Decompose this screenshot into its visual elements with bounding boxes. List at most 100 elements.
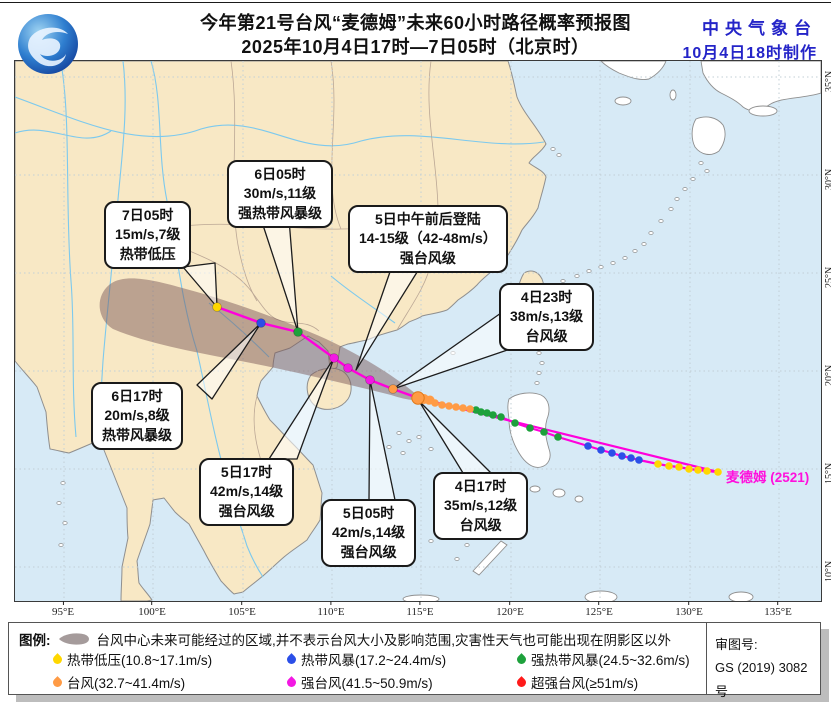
islet [610,261,616,265]
page-subtitle: 2025年10月4日17时—7日05时（北京时） [241,37,590,57]
islet [386,445,392,449]
map-review-number: 审图号: GS (2019) 3082号 [715,633,820,703]
longitude-label: 105°E [228,601,256,618]
shikoku-island [748,105,778,117]
callout-pointer-wedge [196,322,262,400]
observed-track-point [472,406,480,414]
observed-track-point [685,465,693,473]
callout-line: 14-15级（42-48m/s） [359,230,497,247]
legend-item: 强热带风暴(24.5~32.6m/s) [515,649,690,669]
islet [60,481,66,485]
legend-item-label: 台风(32.7~41.4m/s) [67,676,186,691]
observed-track-point [627,454,635,462]
legend-divider [706,623,707,694]
legend-category-icon [285,652,298,666]
sulawesi-tip [728,591,754,601]
forecast-track-point [293,327,303,337]
callout-line: 30m/s,11级 [243,185,317,202]
islet [556,153,562,157]
observed-track-point [497,413,505,421]
observed-track-point [511,419,519,427]
legend-title: 图例: [19,633,51,648]
callout-line: 热带低压 [119,245,176,262]
legend-item: 超强台风(≥51m/s) [515,672,639,692]
callout-line: 台风级 [525,327,568,344]
islet [690,177,696,181]
agency-name: 中央气象台 [702,19,817,38]
callout-line: 35m/s,12级 [444,497,518,514]
islet [428,539,434,543]
islet [668,207,674,211]
forecast-track-point [365,375,375,385]
observed-track-point [714,468,722,476]
forecast-track-point [256,318,266,328]
observed-track-point [452,403,460,411]
observed-track-point [618,452,626,460]
legend-category-icon [51,675,64,689]
observed-track-point [608,449,616,457]
islet [598,265,604,269]
observed-track-point [445,402,453,410]
islet [536,371,542,375]
callout-line: 强热带风暴级 [238,204,322,221]
honshu-island [700,61,821,112]
forecast-track-point [212,302,222,312]
islet [586,269,592,273]
longitude-label: 135°E [764,601,792,618]
map-area [14,60,822,602]
observed-track-point [635,456,643,464]
review-number: GS (2019) 3082号 [715,660,808,699]
islet [632,249,638,253]
forecast-map [15,61,821,601]
islet [550,147,556,151]
callout-pointers [182,218,520,501]
islet [539,361,545,365]
jeju-island [614,96,632,106]
forecast-callout: 7日05时 15m/s,7级 热带低压 [104,201,192,269]
islet [534,381,540,385]
legend-item-label: 强台风(41.5~50.9m/s) [301,676,433,691]
longitude-label: 95°E [52,601,74,618]
agency-produced-time: 10月4日18时制作 [682,45,817,62]
islet [416,435,422,439]
callout-line: 强台风级 [399,249,456,266]
islet [698,161,704,165]
agency-block: 中央气象台 10月4日18时制作 [683,14,818,63]
top-rule [0,2,831,3]
islet [648,231,654,235]
observed-track-point [703,467,711,475]
forecast-track-point [329,353,339,363]
islet [674,197,680,201]
legend-item: 热带低压(10.8~17.1m/s) [51,649,212,669]
observed-track-point [438,401,446,409]
observed-track-point [554,433,562,441]
islet [641,242,647,246]
islet [428,447,434,451]
typhoon-track [212,302,722,476]
observed-track-point [540,428,548,436]
observed-track-point [654,460,662,468]
palawan-island [472,540,508,576]
tsushima-island [669,89,677,101]
cone-icon [58,633,89,645]
callout-line: 热带风暴级 [102,426,172,443]
callout-line: 6日17时 [111,388,163,404]
islet [406,439,412,443]
callout-line: 5日中午前后登陆 [374,211,481,227]
forecast-callout: 6日17时 20m/s,8级 热带风暴级 [91,382,183,450]
islet [560,279,566,283]
legend-item-label: 超强台风(≥51m/s) [531,676,639,691]
islet [464,543,470,547]
islet [658,219,664,223]
islet [58,543,64,547]
current-position-marker [411,391,425,405]
probability-cone [99,278,417,400]
leyte-island [574,495,584,503]
legend-item: 台风(32.7~41.4m/s) [51,672,186,692]
forecast-callout: 5日05时 42m/s,14级 强台风级 [321,499,417,567]
page-title: 今年第21号台风“麦德姆”未来60小时路径概率预报图 [199,13,632,33]
callout-line: 7日05时 [122,207,174,223]
longitude-label: 125°E [585,601,613,618]
korea-tip [600,61,667,80]
